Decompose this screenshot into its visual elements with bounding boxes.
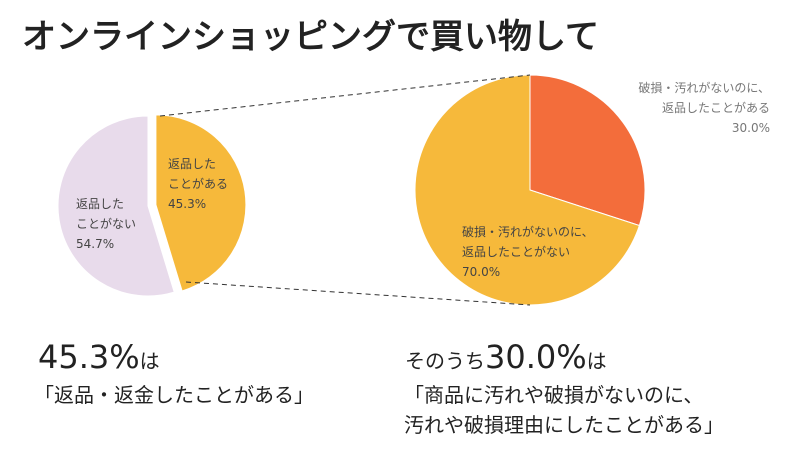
caption-suffix: は	[140, 349, 160, 373]
slice-value-label: 70.0%	[462, 265, 500, 279]
caption-suffix: は	[587, 349, 607, 373]
slice-label-line: 返品したことがない	[462, 244, 570, 259]
caption-prefix: そのうち	[405, 349, 485, 373]
slice-label: 返品したことがある 45.3%	[168, 157, 228, 211]
slice-label: 返品したことがない 54.7%	[76, 197, 136, 251]
caption-line: 「商品に汚れや破損がないのに、	[404, 383, 703, 407]
slice-label-line: ことがない	[76, 216, 136, 231]
pie-slice	[155, 114, 247, 292]
slice-label-line: 破損・汚れがないのに、	[462, 224, 594, 239]
slice-label-line: 破損・汚れがないのに、	[638, 80, 770, 95]
caption: 45.3%は	[38, 338, 160, 376]
caption-line: 汚れや破損理由にしたことがある」	[404, 413, 724, 437]
connector	[185, 281, 531, 306]
slice-label: 破損・汚れがないのに、返品したことがある 30.0%	[638, 80, 770, 135]
slice-label: 破損・汚れがないのに、返品したことがない 70.0%	[462, 224, 594, 279]
pie-slice	[414, 74, 641, 306]
pie-slice	[57, 115, 175, 297]
pie-slice	[529, 74, 646, 227]
caption: そのうち30.0%は	[405, 338, 607, 376]
slice-label-line: 返品した	[168, 157, 216, 171]
connector	[159, 74, 531, 117]
slice-value-label: 30.0%	[732, 121, 770, 135]
slice-value-label: 54.7%	[76, 237, 114, 251]
caption-line: 「返品・返金したことがある」	[34, 383, 314, 407]
slice-value-label: 45.3%	[168, 197, 206, 211]
chart-title: オンラインショッピングで買い物して	[22, 17, 599, 57]
caption-highlight: 30.0%	[485, 338, 587, 376]
slice-label-line: ことがある	[168, 176, 228, 191]
caption-highlight: 45.3%	[38, 338, 140, 376]
slice-label-line: 返品した	[76, 197, 124, 211]
slice-label-line: 返品したことがある	[662, 100, 770, 115]
